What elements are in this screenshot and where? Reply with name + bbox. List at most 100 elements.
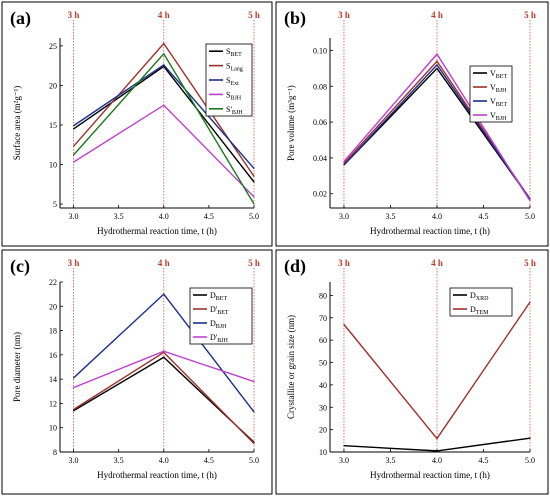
y-axis-label: Pore volume (m³g⁻¹) bbox=[286, 85, 296, 161]
data-point bbox=[163, 53, 165, 55]
panel-b: (b) 3 h 4 h 5 h 3.0 3.5 4.0 4.5 5.0 0.02 0.04 0.06 0… bbox=[275, 1, 549, 247]
legend-entry: DBJH bbox=[210, 319, 227, 330]
data-point bbox=[72, 410, 75, 412]
y-tick-label: 30 bbox=[319, 403, 327, 412]
panel-frame bbox=[1, 249, 273, 495]
legend-entry-name: D bbox=[210, 291, 216, 300]
data-point bbox=[436, 53, 438, 55]
time-marker-label: 5 h bbox=[524, 10, 536, 20]
legend-entry-subscript: BJH bbox=[496, 88, 507, 94]
panel-c: (c) 3 h 4 h 5 h 3.0 3.5 4.0 4.5 5.0 8 10 12 14 16 18 20… bbox=[1, 249, 273, 495]
legend-frame bbox=[189, 287, 253, 345]
y-tick-label: 10 bbox=[49, 424, 57, 433]
data-point bbox=[343, 323, 345, 326]
data-point bbox=[163, 356, 165, 358]
y-tick-label: 10 bbox=[49, 161, 57, 170]
data-point bbox=[343, 164, 345, 166]
time-marker-label: 3 h bbox=[68, 258, 80, 268]
legend-entry: SBJH bbox=[226, 90, 242, 101]
y-tick-label: 5 bbox=[53, 200, 57, 209]
y-tick-label: 25 bbox=[49, 42, 57, 51]
legend-entry-subscript: BJH bbox=[230, 95, 241, 101]
legend-entry: VBJH bbox=[490, 83, 507, 94]
y-tick-label: 0.04 bbox=[313, 154, 327, 163]
time-marker-label: 4 h bbox=[431, 10, 443, 20]
data-point bbox=[253, 380, 255, 383]
y-tick-label: 14 bbox=[49, 375, 57, 384]
data-point bbox=[253, 167, 255, 170]
y-tick-label: 40 bbox=[319, 381, 327, 390]
time-marker-label: 5 h bbox=[248, 258, 260, 268]
legend-entry: SLang bbox=[226, 62, 243, 73]
time-marker-label: 3 h bbox=[68, 10, 80, 20]
legend-entry: SExt bbox=[226, 76, 239, 87]
x-axis-label: Hydrothermal reaction time, t (h) bbox=[370, 226, 490, 236]
legend-entry-name: S bbox=[226, 76, 230, 85]
legend-entry-name: S' bbox=[226, 105, 232, 114]
x-tick-label: 3.0 bbox=[69, 456, 79, 465]
legend-entry: DTEM bbox=[470, 305, 489, 316]
legend-entry-subscript: BET bbox=[230, 52, 242, 58]
legend-entry-name: S bbox=[226, 47, 230, 56]
y-tick-label: 16 bbox=[49, 351, 57, 360]
x-tick-label: 5.0 bbox=[249, 212, 259, 221]
legend-entry-name: S bbox=[226, 62, 230, 71]
legend-entry-subscript: BET bbox=[216, 296, 228, 302]
data-point bbox=[436, 60, 438, 62]
legend-entry-name: D bbox=[210, 319, 216, 328]
legend-entry-name: V bbox=[490, 69, 496, 78]
data-point bbox=[436, 450, 438, 452]
legend-entry-subscript: BET bbox=[217, 310, 229, 316]
legend-entry-name: D' bbox=[210, 333, 218, 342]
x-tick-label: 5.0 bbox=[525, 456, 535, 465]
legend-entry-subscript: BJH bbox=[217, 338, 228, 344]
x-tick-label: 3.0 bbox=[69, 212, 79, 221]
time-marker-label: 4 h bbox=[158, 258, 170, 268]
data-point bbox=[72, 377, 75, 379]
y-tick-label: 15 bbox=[49, 121, 57, 130]
time-marker-label: 4 h bbox=[158, 10, 170, 20]
legend-entry-subscript: BJH bbox=[232, 110, 243, 116]
x-tick-label: 4.5 bbox=[204, 456, 214, 465]
data-point bbox=[72, 161, 75, 163]
data-point bbox=[253, 442, 255, 445]
data-point bbox=[253, 181, 255, 183]
data-point bbox=[529, 200, 531, 202]
legend-entry-subscript: Ext bbox=[230, 81, 239, 87]
x-tick-label: 3.5 bbox=[114, 212, 124, 221]
x-tick-label: 4.5 bbox=[478, 456, 488, 465]
legend-frame bbox=[449, 287, 513, 317]
data-point bbox=[436, 64, 438, 66]
y-tick-label: 20 bbox=[49, 302, 57, 311]
legend-entry: SBET bbox=[226, 47, 242, 58]
data-point bbox=[529, 437, 531, 439]
data-point bbox=[253, 196, 255, 198]
panel-label: (b) bbox=[284, 8, 306, 29]
y-tick-label: 50 bbox=[319, 359, 327, 368]
y-axis-label: Pore diameter (nm) bbox=[12, 332, 22, 402]
x-axis-label: Hydrothermal reaction time, t (h) bbox=[370, 470, 490, 480]
panel-label: (d) bbox=[284, 256, 306, 277]
data-point bbox=[163, 42, 165, 45]
data-point bbox=[72, 387, 75, 389]
y-tick-label: 70 bbox=[319, 314, 327, 323]
data-point bbox=[72, 128, 75, 130]
panel-frame bbox=[275, 249, 549, 495]
legend-entry-subscript: Lang bbox=[230, 67, 242, 73]
y-tick-label: 20 bbox=[319, 426, 327, 435]
panel-label: (c) bbox=[10, 256, 30, 277]
data-point bbox=[163, 350, 165, 352]
y-tick-label: 18 bbox=[49, 327, 57, 336]
x-tick-label: 5.0 bbox=[525, 212, 535, 221]
data-point bbox=[343, 162, 345, 164]
legend-entry-subscript: TEM bbox=[476, 310, 489, 316]
x-tick-label: 4.5 bbox=[478, 212, 488, 221]
data-point bbox=[253, 411, 255, 413]
x-axis-label: Hydrothermal reaction time, t (h) bbox=[97, 226, 217, 236]
data-point bbox=[436, 67, 438, 70]
